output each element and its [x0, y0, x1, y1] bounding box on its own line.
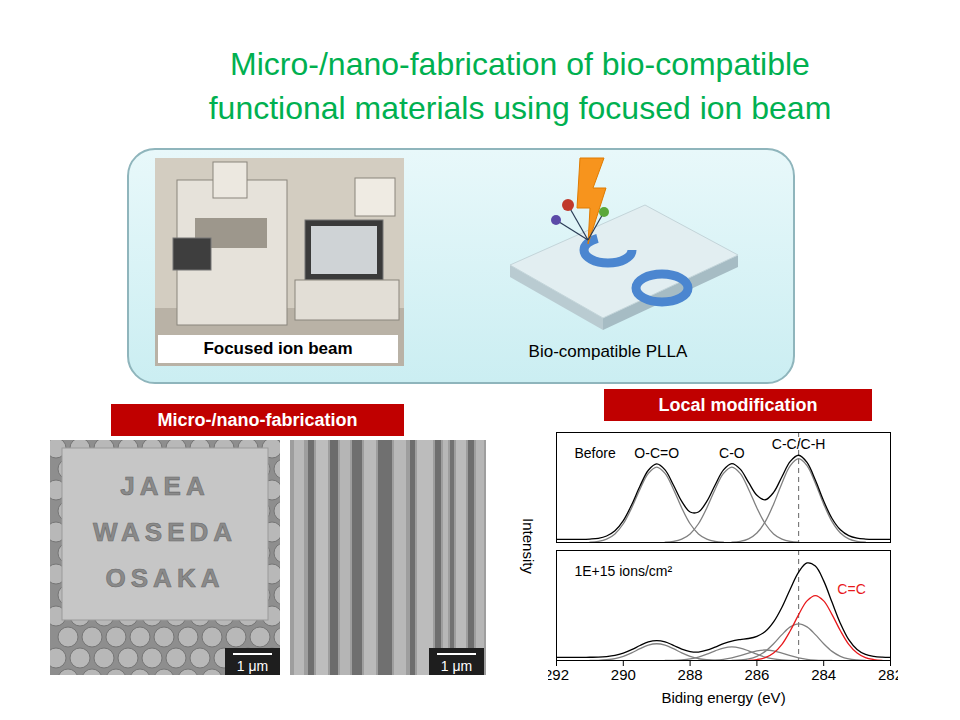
svg-text:C-O: C-O	[719, 445, 745, 461]
svg-text:1 μm: 1 μm	[237, 658, 268, 674]
html-text:Micro-/nano-fabrication: Micro-/nano-fabrication	[157, 410, 358, 430]
svg-text:284: 284	[811, 666, 836, 683]
html-text:Intensity: Intensity	[520, 518, 537, 574]
html-text:Micro-/nano-fabrication of bio: Micro-/nano-fabrication of bio-compatibl…	[230, 46, 810, 82]
html-text:functional materials using foc: functional materials using focused ion b…	[208, 90, 832, 126]
svg-text:C=C: C=C	[837, 581, 865, 597]
svg-text:1 μm: 1 μm	[441, 658, 472, 674]
svg-text:282: 282	[878, 666, 898, 683]
svg-text:290: 290	[611, 666, 636, 683]
svg-text:288: 288	[678, 666, 703, 683]
svg-text:286: 286	[744, 666, 769, 683]
svg-text:Biding energy (eV): Biding energy (eV)	[661, 689, 785, 706]
svg-text:WASEDA: WASEDA	[93, 517, 237, 547]
svg-text:1E+15 ions/cm²: 1E+15 ions/cm²	[575, 563, 673, 579]
html-text:Focused ion beam: Focused ion beam	[203, 339, 353, 358]
html-text:Local modification: Local modification	[658, 395, 818, 415]
svg-text:C-C/C-H: C-C/C-H	[772, 436, 826, 452]
svg-text:O-C=O: O-C=O	[634, 445, 679, 461]
svg-text:JAEA: JAEA	[120, 471, 209, 501]
svg-text:Before: Before	[575, 445, 616, 461]
svg-text:292: 292	[548, 666, 569, 683]
html-text:Bio-compatible PLLA: Bio-compatible PLLA	[528, 342, 688, 361]
svg-text:OSAKA: OSAKA	[106, 563, 225, 593]
